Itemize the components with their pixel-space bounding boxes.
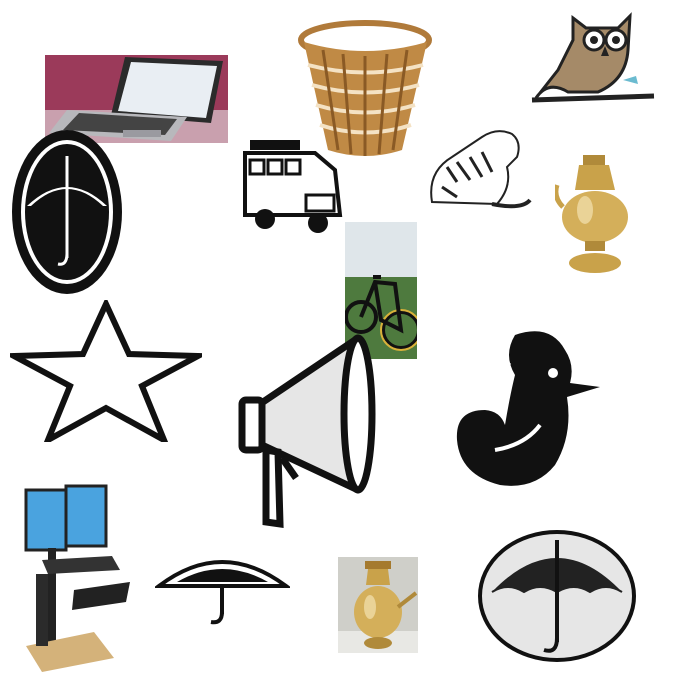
water-pot-icon <box>338 557 418 653</box>
standing-desk-icon <box>22 482 132 672</box>
umbrella-icon <box>155 552 290 627</box>
laptop-icon <box>45 55 228 143</box>
tiger-icon <box>422 122 534 210</box>
megaphone-icon <box>238 332 384 530</box>
rooster-icon <box>455 325 603 490</box>
basket-icon <box>298 20 433 160</box>
kettle-icon <box>555 155 635 273</box>
umbrella-icon <box>478 530 636 662</box>
owl-icon <box>528 10 656 105</box>
bus-icon <box>240 135 345 235</box>
star-icon <box>10 300 202 442</box>
umbrella-icon <box>10 128 125 296</box>
